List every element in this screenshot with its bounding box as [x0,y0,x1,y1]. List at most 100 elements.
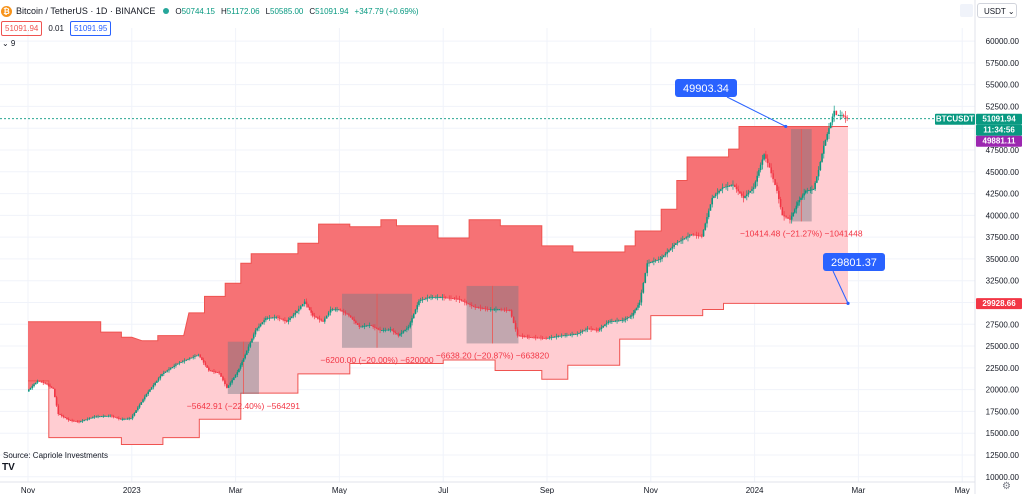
candle-body [411,318,413,323]
candle-body [344,312,347,314]
candle-body [711,197,714,205]
candle-body [656,260,658,261]
candle-body [512,316,515,323]
candle-body [365,325,368,327]
y-tick-label: 15000.00 [986,429,1020,438]
candle-body [55,397,58,406]
candle-body [107,415,110,417]
candle-body [356,323,359,326]
candle-body [83,420,86,421]
candle-body [436,297,439,299]
candle-body [817,170,820,177]
price-callout-text: 49903.34 [683,83,729,95]
candle-body [685,237,688,239]
candle-body [707,210,710,218]
candle-body [671,246,674,249]
candle-body [479,307,482,309]
candle-body [649,262,652,263]
candle-body [455,298,457,300]
candle-body [502,309,504,311]
candle-body [348,314,350,316]
market-status-icon[interactable] [163,8,170,14]
candle-body [303,301,306,305]
candle-body [389,329,392,331]
candle-body [112,416,115,418]
candle-body [562,335,565,337]
candle-body [619,320,622,322]
candle-body [467,303,470,305]
candle-body [668,250,670,252]
candle-body [325,315,328,319]
candle-body [514,322,517,330]
candle-body [682,239,684,241]
candle-body [407,326,410,329]
candle-body [806,190,809,192]
candle-body [209,370,212,372]
candle-body [204,362,207,366]
candle-body [419,300,422,301]
candle-body [131,415,134,419]
candle-body [657,259,660,261]
candle-body [829,122,832,129]
candle-body [612,321,615,322]
candle-body [40,381,43,383]
candle-body [211,370,214,372]
candle-body [289,318,291,320]
candle-body [491,309,494,311]
candle-body [60,415,63,417]
candle-body [496,309,499,311]
candle-body [744,196,746,198]
symbol-header[interactable]: ₿ Bitcoin / TetherUS · 1D · BINANCE O507… [0,2,425,20]
candle-body [318,318,321,320]
candle-body [714,194,717,197]
candle-body [541,337,544,339]
x-tick-label: 2023 [123,486,141,494]
currency-select[interactable]: USDT ⌄ [977,3,1017,18]
candle-body [329,309,332,313]
symbol-title[interactable]: Bitcoin / TetherUS · 1D · BINANCE [16,6,156,16]
candle-body [616,320,618,322]
candle-body [564,335,566,337]
buy-price-button[interactable]: 51091.95 [69,21,112,36]
candle-body [472,305,475,307]
candle-body [723,187,726,188]
candle-body [394,331,396,334]
candle-body [400,332,403,335]
candle-body [104,416,106,417]
candle-body [90,417,92,419]
candle-body [553,336,556,338]
candle-body [88,418,91,420]
ohlc-high: H51172.06 [221,6,260,16]
candle-body [484,308,487,310]
sell-price-button[interactable]: 51091.94 [1,21,43,36]
candle-body [458,299,461,300]
candle-body [105,415,108,417]
candle-body [559,335,561,337]
indicator-toggle[interactable]: ⌄ 9 [2,39,16,48]
candle-body [46,383,48,385]
ohlc-close: C51091.94 [309,6,349,16]
candle-body [183,360,186,362]
gear-icon[interactable]: ⚙ [1002,481,1011,492]
candle-body [766,158,769,164]
chart-settings-button[interactable] [960,4,973,17]
candle-body [258,326,260,329]
candle-body [38,380,41,382]
candle-body [597,330,599,331]
candle-body [669,248,672,251]
candle-body [268,317,271,319]
candle-body [252,334,255,339]
candle-body [653,261,655,262]
candle-body [201,357,203,361]
candle-body [299,306,302,309]
candle-body [259,324,262,327]
candle-body [785,216,787,218]
candle-body [187,359,189,360]
candle-body [59,414,61,416]
candle-body [609,321,611,323]
candle-body [725,186,727,188]
tradingview-logo[interactable]: TV [2,462,15,473]
candle-body [197,354,200,356]
candle-body [624,319,627,320]
